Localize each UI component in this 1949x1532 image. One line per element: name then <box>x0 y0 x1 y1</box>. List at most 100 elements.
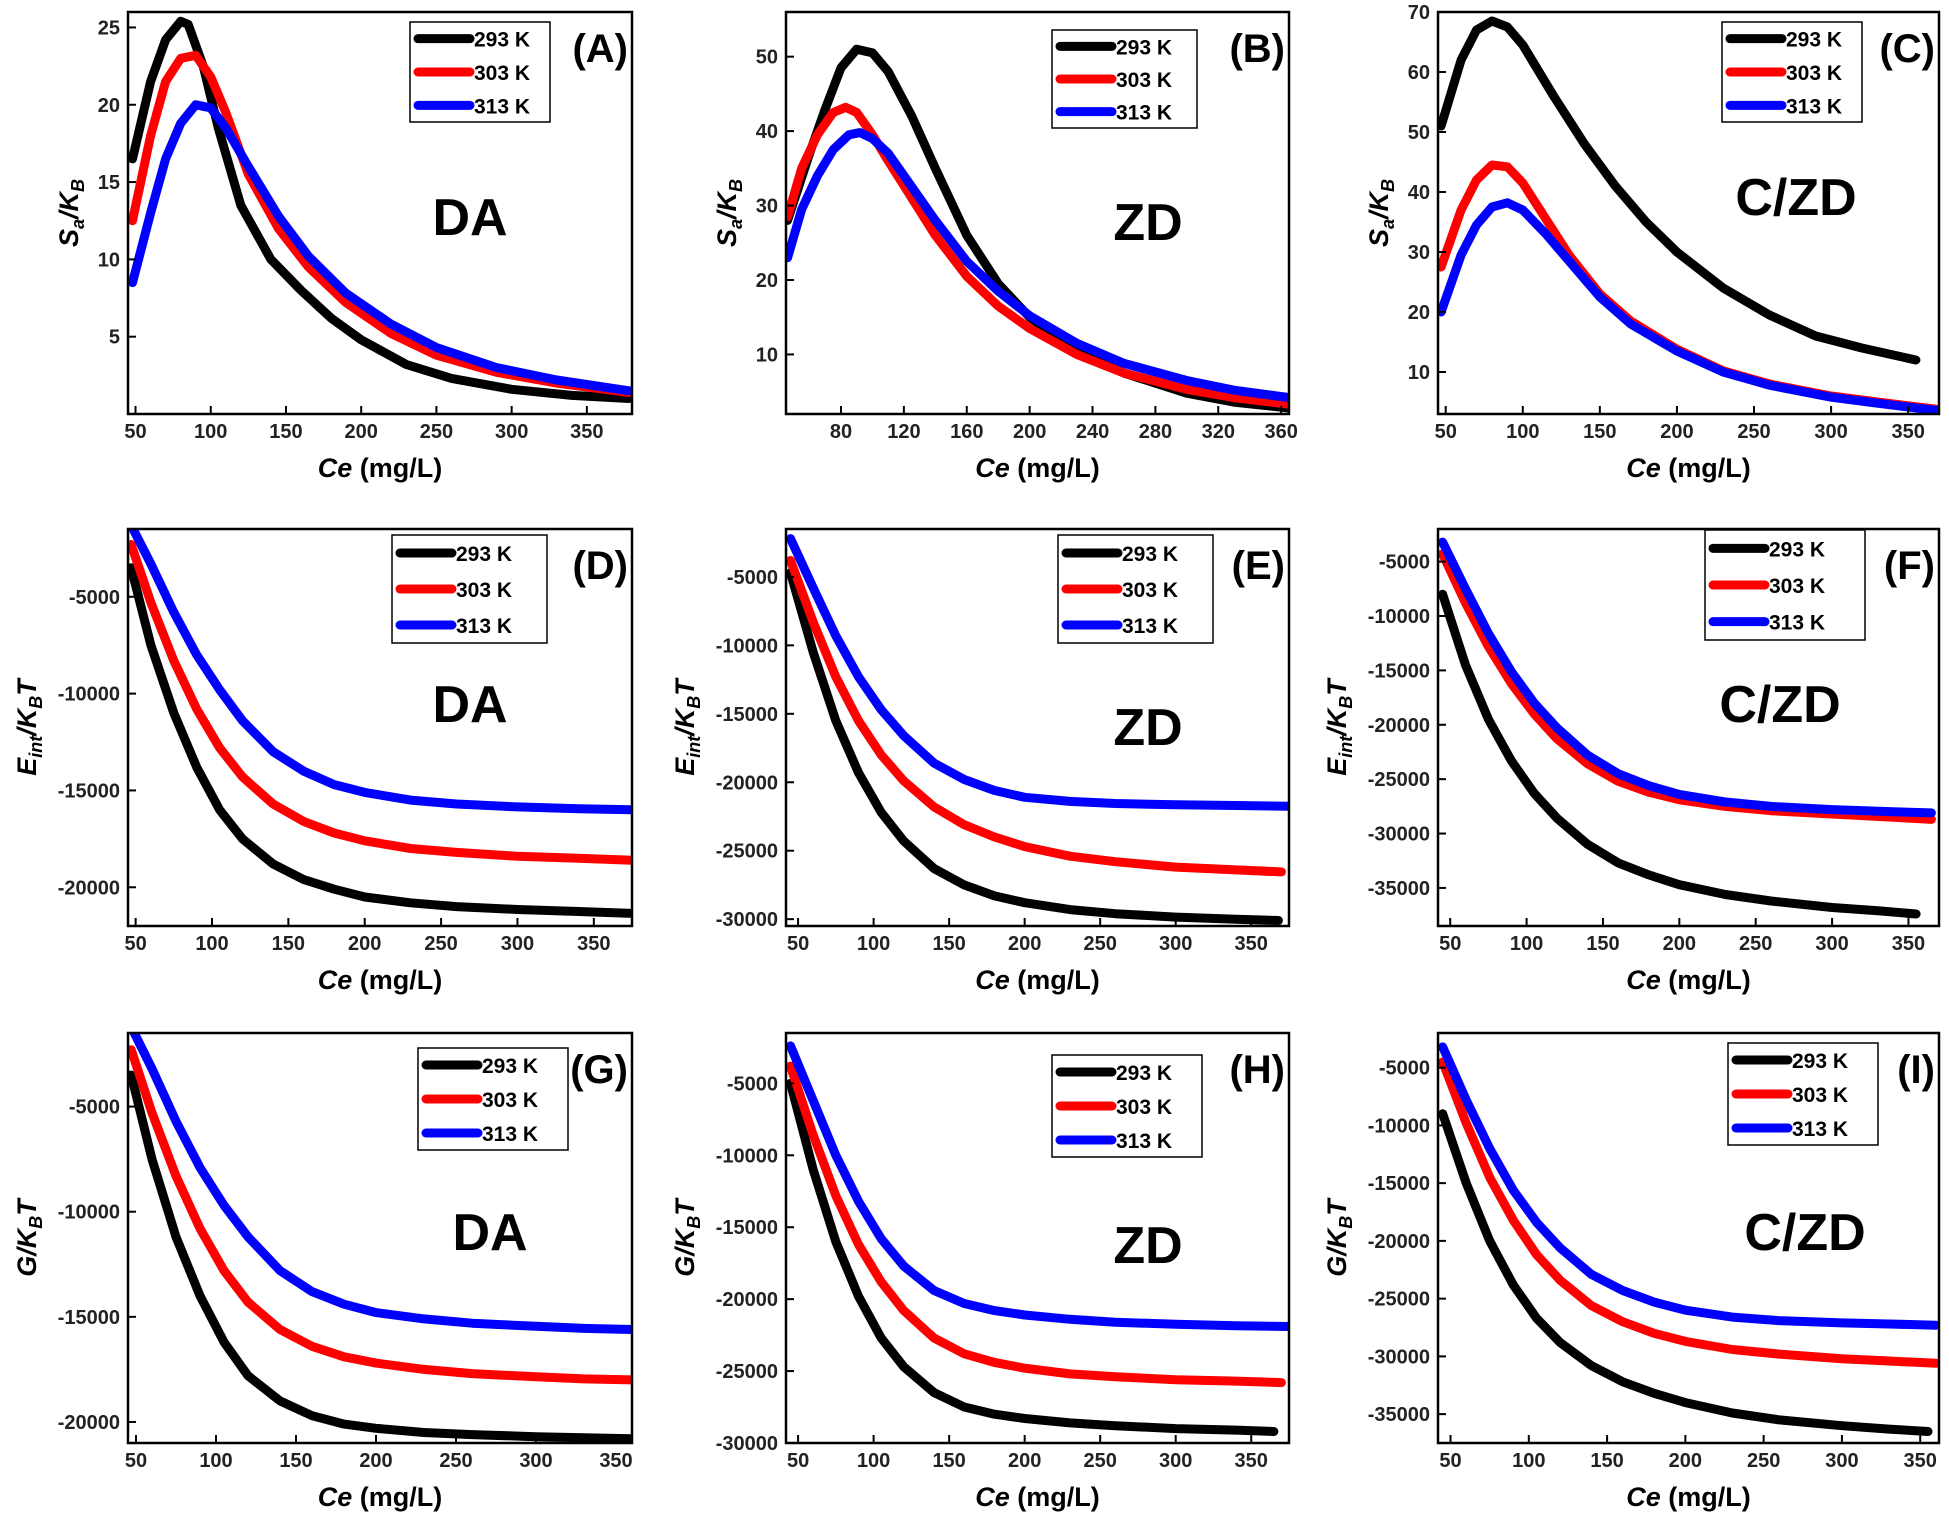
x-axis-label: Ce (mg/L) <box>975 965 1100 995</box>
x-tick-label: 300 <box>1825 1450 1858 1472</box>
y-tick-label: -25000 <box>716 1361 778 1383</box>
y-axis-label: Sa/KB <box>712 179 746 247</box>
y-tick-label: 15 <box>98 172 120 194</box>
legend-label: 313 K <box>1116 102 1172 125</box>
plot-frame <box>1436 10 1941 416</box>
y-tick-label: -30000 <box>1368 1346 1430 1368</box>
x-tick-label: 350 <box>1891 421 1924 443</box>
x-axis-label: Ce (mg/L) <box>318 453 443 483</box>
legend-label: 303 K <box>1786 62 1842 85</box>
x-axis-label: Ce (mg/L) <box>975 1482 1100 1512</box>
series-line-313k <box>128 529 632 815</box>
legend-label: 303 K <box>456 579 512 602</box>
legend-label: 313 K <box>456 615 512 638</box>
y-tick-label: -10000 <box>716 1145 778 1167</box>
series-line-303k <box>786 1061 1286 1388</box>
y-tick-label: -5000 <box>727 567 778 589</box>
x-tick-label: 100 <box>195 933 228 955</box>
x-axis-label: Ce (mg/L) <box>1626 453 1751 483</box>
series-group <box>128 16 632 403</box>
x-tick-label: 100 <box>199 1450 232 1472</box>
panel-e: 50 100 150 200 250 300 350 -5000 -10000 -15000 -20… <box>670 527 1291 995</box>
x-tick-label: 200 <box>348 933 381 955</box>
panel-f: 50 100 150 200 250 300 350 -5000 -10000 -15000 -20… <box>1322 527 1941 995</box>
y-tick-label: 10 <box>756 344 778 366</box>
x-tick-label: 250 <box>420 421 453 443</box>
x-tick-label: 100 <box>857 933 890 955</box>
x-tick-label: 50 <box>125 933 147 955</box>
x-axis-label: Ce (mg/L) <box>318 1482 443 1512</box>
panel-label: (H) <box>1229 1048 1285 1092</box>
panel-label: (E) <box>1232 544 1285 588</box>
series-line-313k <box>1438 1042 1939 1330</box>
legend-label: 293 K <box>1786 29 1842 52</box>
y-tick-label: -35000 <box>1368 1404 1430 1426</box>
y-tick-label: -5000 <box>69 587 120 609</box>
y-tick-label: -25000 <box>1368 769 1430 791</box>
legend-label: 293 K <box>1792 1050 1848 1073</box>
legend-label: 303 K <box>1792 1084 1848 1107</box>
x-tick-label: 250 <box>439 1450 472 1472</box>
y-tick-label: 30 <box>1408 242 1430 264</box>
series-line-313k <box>129 1033 632 1334</box>
x-tick-label: 50 <box>1439 933 1461 955</box>
y-tick-label: 20 <box>98 95 120 117</box>
material-label: C/ZD <box>1719 676 1840 734</box>
x-tick-label: 200 <box>345 421 378 443</box>
y-tick-label: -15000 <box>716 1217 778 1239</box>
plot-frame <box>126 10 634 416</box>
x-tick-label: 250 <box>1747 1450 1780 1472</box>
y-tick-label: 25 <box>98 17 120 39</box>
series-line-313k <box>128 100 632 396</box>
panel-label: (A) <box>572 27 628 71</box>
x-tick-label: 100 <box>1506 421 1539 443</box>
panel-label: (B) <box>1229 27 1285 71</box>
x-tick-label: 50 <box>787 1450 809 1472</box>
panel-label: (G) <box>570 1048 628 1092</box>
legend-label: 303 K <box>1769 575 1825 598</box>
y-tick-label: -5000 <box>1379 552 1430 574</box>
y-tick-label: -10000 <box>58 684 120 706</box>
x-axis-label: Ce (mg/L) <box>975 453 1100 483</box>
y-tick-label: -15000 <box>58 1307 120 1329</box>
legend-label: 293 K <box>482 1055 538 1078</box>
series-line-303k <box>128 1045 632 1385</box>
plot-frame <box>1436 1031 1941 1445</box>
panel-label: (D) <box>572 544 628 588</box>
legend-label: 303 K <box>1122 579 1178 602</box>
panel-label: (F) <box>1884 544 1935 588</box>
x-tick-label: 150 <box>269 421 302 443</box>
x-tick-label: 50 <box>787 933 809 955</box>
x-tick-label: 360 <box>1264 421 1297 443</box>
series-line-293k <box>1438 1109 1933 1436</box>
y-tick-label: -30000 <box>716 1433 778 1455</box>
y-tick-label: -15000 <box>1368 660 1430 682</box>
x-tick-label: 200 <box>1669 1450 1702 1472</box>
x-tick-label: 350 <box>570 421 603 443</box>
y-axis-label: G/KBT <box>670 1197 704 1277</box>
x-tick-label: 250 <box>1737 421 1770 443</box>
x-tick-label: 250 <box>424 933 457 955</box>
legend-label: 313 K <box>1122 615 1178 638</box>
x-tick-label: 50 <box>125 1450 147 1472</box>
x-tick-label: 150 <box>279 1450 312 1472</box>
material-label: C/ZD <box>1744 1204 1865 1262</box>
x-tick-label: 50 <box>124 421 146 443</box>
legend-label: 313 K <box>1786 95 1842 118</box>
y-tick-label: 40 <box>1408 182 1430 204</box>
series-group <box>128 1033 632 1443</box>
x-tick-label: 240 <box>1076 421 1109 443</box>
y-tick-label: -5000 <box>727 1073 778 1095</box>
y-tick-label: 70 <box>1408 2 1430 24</box>
y-tick-label: -20000 <box>716 1289 778 1311</box>
y-axis-label: G/KBT <box>12 1197 46 1277</box>
series-line-293k <box>786 568 1283 925</box>
panel-g: 50 100 150 200 250 300 350 -5000 -10000 -15000 -20… <box>12 1031 634 1512</box>
x-tick-label: 300 <box>495 421 528 443</box>
series-line-293k <box>1438 16 1921 365</box>
y-tick-label: -15000 <box>1368 1173 1430 1195</box>
x-axis-label: Ce (mg/L) <box>1626 1482 1751 1512</box>
series-line-313k <box>1438 198 1939 414</box>
material-label: ZD <box>1113 699 1182 757</box>
